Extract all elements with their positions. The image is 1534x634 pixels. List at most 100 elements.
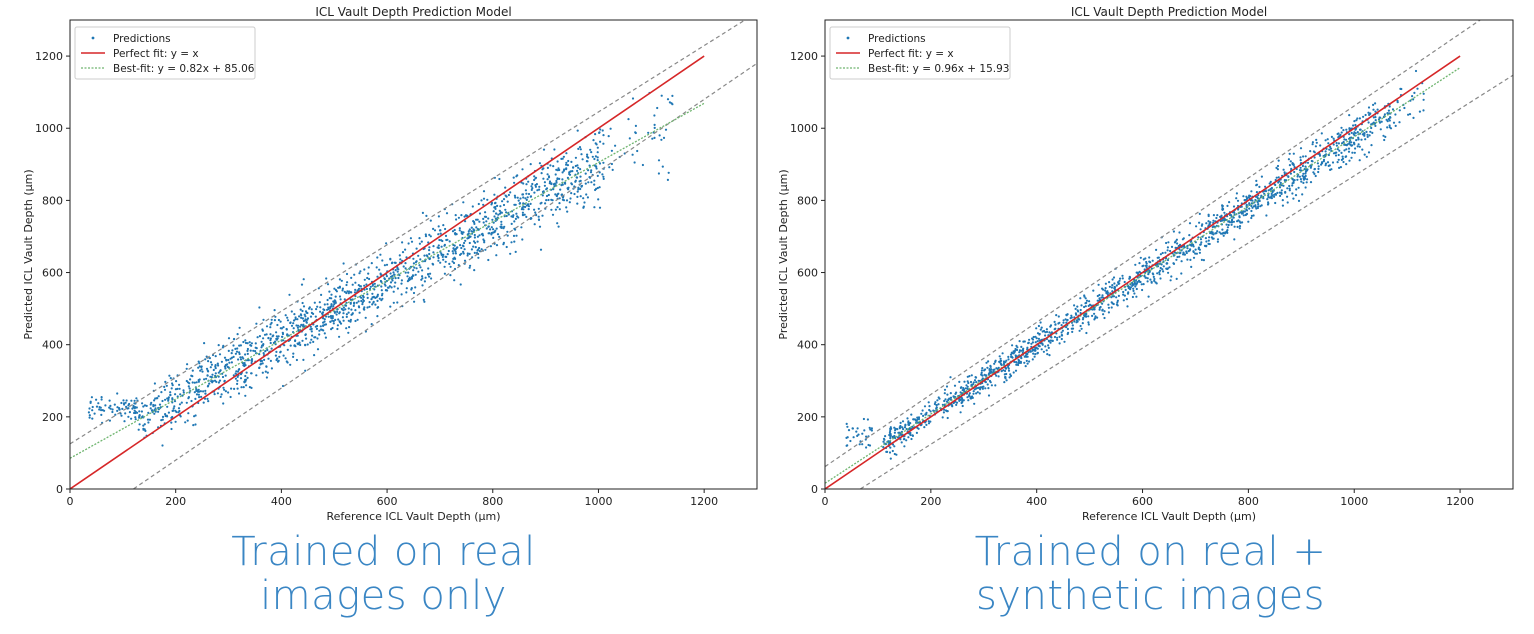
scatter-point [1002, 362, 1005, 365]
scatter-point [1198, 221, 1201, 224]
scatter-point [584, 182, 587, 185]
scatter-point [1205, 240, 1208, 243]
scatter-point [224, 374, 227, 377]
scatter-point [194, 423, 197, 426]
scatter-point [561, 157, 564, 160]
scatter-point [1175, 258, 1178, 261]
scatter-point [1023, 361, 1026, 364]
scatter-point [1243, 199, 1247, 202]
scatter-point [250, 359, 253, 362]
scatter-point [1278, 191, 1281, 194]
scatter-point [576, 195, 579, 198]
scatter-point [202, 401, 205, 404]
scatter-point [1036, 340, 1039, 343]
scatter-point [244, 353, 247, 356]
scatter-point [1292, 181, 1295, 184]
scatter-point [424, 233, 427, 236]
scatter-point [108, 406, 111, 409]
scatter-point [1131, 284, 1134, 287]
scatter-point [316, 348, 320, 351]
scatter-point [333, 303, 336, 306]
scatter-point [1083, 305, 1086, 309]
scatter-point [1268, 182, 1271, 185]
perfect-fit-line [70, 55, 705, 489]
scatter-point [1306, 161, 1310, 164]
scatter-point [350, 308, 353, 311]
scatter-point [116, 406, 119, 409]
scatter-point [466, 252, 469, 255]
scatter-point [967, 381, 970, 385]
scatter-point [1110, 301, 1113, 304]
scatter-point [846, 436, 849, 439]
scatter-point [1233, 225, 1236, 228]
scatter-point [576, 202, 579, 205]
scatter-point [316, 305, 319, 308]
scatter-point [1260, 175, 1263, 178]
scatter-point [415, 247, 418, 250]
scatter-point [433, 229, 437, 232]
y-tick-label: 0 [811, 483, 818, 496]
scatter-point [425, 214, 428, 217]
scatter-point [437, 233, 440, 236]
scatter-point [368, 301, 371, 304]
scatter-point [1026, 346, 1029, 349]
scatter-point [361, 303, 364, 306]
scatter-point [1422, 92, 1425, 95]
scatter-point [1340, 151, 1343, 154]
scatter-point [214, 372, 217, 375]
scatter-point [501, 200, 504, 203]
scatter-point [411, 274, 414, 277]
scatter-point [1224, 231, 1227, 234]
scatter-point [304, 369, 307, 372]
scatter-point [504, 194, 507, 197]
scatter-point [1207, 213, 1210, 216]
scatter-point [1018, 351, 1021, 354]
scatter-point [1000, 370, 1003, 373]
scatter-point [427, 241, 430, 244]
scatter-point [1274, 201, 1277, 205]
scatter-point [400, 293, 403, 296]
scatter-point [497, 213, 500, 216]
scatter-point [460, 214, 463, 217]
scatter-point [1102, 313, 1105, 316]
scatter-point [554, 193, 557, 196]
scatter-point [967, 399, 970, 402]
scatter-point [323, 332, 326, 335]
scatter-point [592, 139, 595, 142]
scatter-point [884, 435, 887, 438]
scatter-point [1065, 326, 1068, 329]
scatter-point [1348, 133, 1351, 136]
scatter-point [429, 272, 432, 275]
scatter-point [463, 215, 466, 218]
scatter-point [1010, 355, 1013, 358]
scatter-point [533, 178, 536, 182]
scatter-point [155, 397, 158, 400]
scatter-point [437, 254, 440, 257]
scatter-point [293, 313, 296, 316]
scatter-point [1071, 324, 1074, 327]
scatter-point [470, 226, 473, 229]
scatter-point [966, 375, 969, 378]
scatter-point [999, 362, 1002, 365]
scatter-point [292, 319, 296, 322]
scatter-point [473, 233, 476, 237]
scatter-point [391, 274, 394, 277]
scatter-point [516, 196, 519, 199]
scatter-point [200, 368, 203, 371]
scatter-point [660, 138, 663, 141]
scatter-point [1294, 194, 1298, 197]
scatter-point [172, 407, 175, 410]
scatter-point [487, 258, 490, 262]
scatter-point [187, 385, 190, 388]
scatter-point [93, 412, 96, 415]
scatter-point [651, 137, 654, 140]
scatter-point [1221, 205, 1224, 208]
scatter-point [376, 315, 379, 318]
scatter-point [521, 168, 524, 171]
scatter-point [227, 366, 230, 369]
scatter-point [114, 413, 117, 416]
scatter-point [1087, 321, 1090, 324]
scatter-point [371, 283, 375, 286]
scatter-point [1302, 155, 1305, 158]
scatter-point [245, 378, 248, 381]
